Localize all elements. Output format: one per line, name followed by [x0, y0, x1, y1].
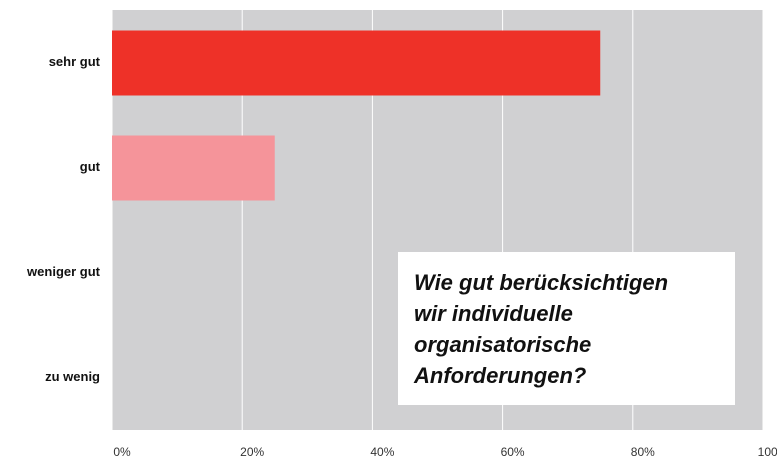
- annotation-line: Anforderungen?: [413, 363, 586, 388]
- annotation-box: [398, 252, 735, 405]
- y-tick-label: weniger gut: [26, 264, 101, 279]
- bar: [112, 30, 601, 96]
- x-tick-label: 60%: [501, 445, 525, 459]
- x-tick-label: 40%: [370, 445, 394, 459]
- annotation-line: organisatorische: [414, 332, 591, 357]
- x-tick-label: 100%: [758, 445, 777, 459]
- bar: [112, 135, 275, 201]
- x-tick-label: 0%: [113, 445, 131, 459]
- x-tick-label: 80%: [631, 445, 655, 459]
- y-tick-label: sehr gut: [49, 54, 101, 69]
- x-tick-label: 20%: [240, 445, 264, 459]
- y-tick-label: gut: [80, 159, 101, 174]
- annotation-line: wir individuelle: [414, 301, 573, 326]
- y-tick-label: zu wenig: [45, 369, 100, 384]
- annotation-line: Wie gut berücksichtigen: [414, 270, 668, 295]
